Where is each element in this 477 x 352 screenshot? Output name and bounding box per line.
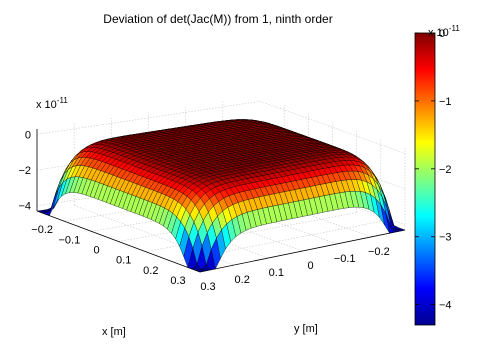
y-axis-line — [199, 229, 406, 273]
x-tick-label: 0 — [93, 245, 99, 257]
y-tick-label: −0.2 — [368, 246, 390, 258]
z-tick-label: −2 — [18, 165, 31, 177]
y-tick-label: 0 — [307, 260, 313, 272]
z-scale-label: x 10-11 — [36, 96, 68, 111]
x-tick-label: −0.1 — [58, 234, 80, 246]
colorbar: 0 −1 −2 −3 −4 x 10-11 — [414, 24, 460, 326]
colorbar-ticks: 0 −1 −2 −3 −4 — [415, 28, 452, 312]
colorbar-tick-label: 0 — [439, 28, 445, 40]
colorbar-tick-label: −2 — [439, 164, 452, 176]
y-tick-label: 0.2 — [235, 274, 250, 286]
y-tick-label: −0.1 — [334, 253, 356, 265]
colorbar-scale-label: x 10-11 — [428, 24, 460, 39]
colorbar-tick-label: −3 — [439, 232, 452, 244]
x-axis-label: x [m] — [102, 326, 126, 338]
surface-plot — [36, 119, 406, 273]
colorbar-gradient — [414, 32, 436, 326]
x-tick-label: −0.2 — [31, 224, 53, 236]
x-axis-line — [36, 210, 201, 273]
x-tick-label: 0.1 — [116, 255, 131, 267]
z-tick-label: 0 — [25, 129, 31, 141]
chart-title: Deviation of det(Jac(M)) from 1, ninth o… — [103, 12, 332, 26]
x-tick-label: 0.3 — [170, 275, 185, 287]
z-tick-label: −4 — [18, 201, 31, 213]
colorbar-tick-label: −1 — [439, 96, 452, 108]
axis-ticks: 0.3 0.2 0.1 0 −0.1 −0.2 0.3 0.2 0.1 0 −0.1 −0.2 0 −2 −… — [18, 129, 389, 293]
surface-cell — [395, 228, 406, 232]
y-tick-label: 0.1 — [269, 267, 284, 279]
y-axis-label: y [m] — [294, 323, 318, 335]
y-tick-label: 0.3 — [200, 281, 215, 293]
x-tick-label: 0.2 — [143, 265, 158, 277]
floor-grid-line — [172, 221, 381, 263]
colorbar-tick-label: −4 — [439, 300, 452, 312]
